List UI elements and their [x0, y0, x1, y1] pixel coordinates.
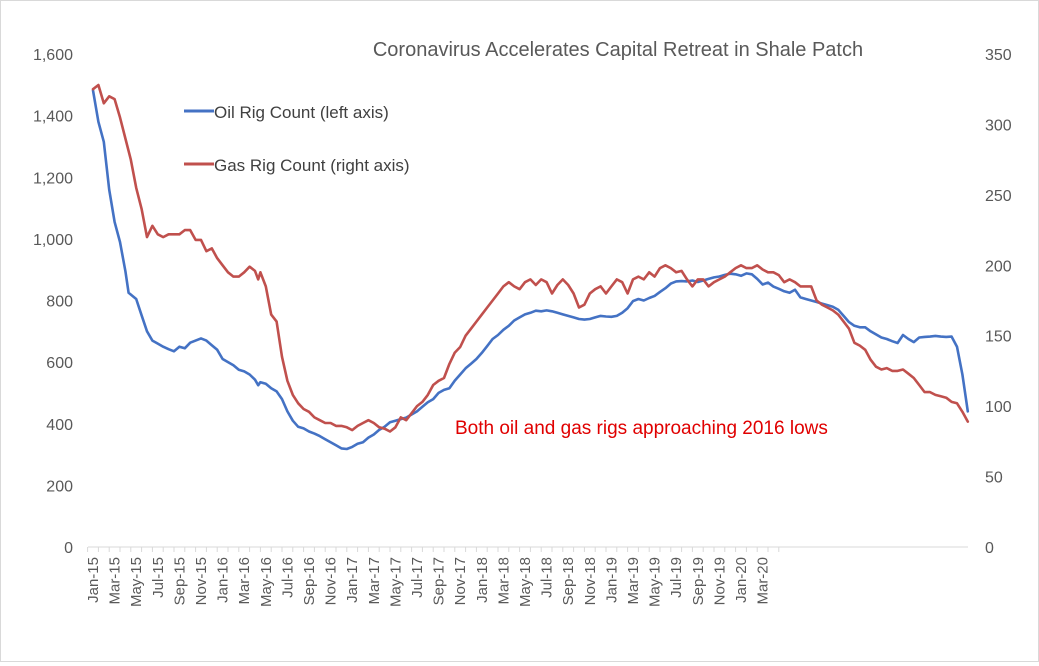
- left-tick-label: 600: [46, 355, 73, 372]
- legend-gas-label: Gas Rig Count (right axis): [214, 156, 410, 175]
- x-tick-label: Sep-19: [690, 557, 707, 605]
- x-tick-label: Mar-18: [495, 557, 512, 605]
- x-tick-label: May-16: [258, 557, 275, 607]
- left-tick-label: 1,000: [33, 232, 73, 249]
- right-tick-label: 0: [985, 540, 994, 557]
- x-tick-label: Jan-18: [474, 557, 491, 603]
- x-tick-label: May-17: [387, 557, 404, 607]
- x-tick-label: Jan-17: [344, 557, 361, 603]
- x-tick-label: Jan-20: [733, 557, 750, 603]
- right-tick-label: 250: [985, 188, 1012, 205]
- x-tick-label: Nov-19: [711, 557, 728, 605]
- x-tick-label: Sep-18: [560, 557, 577, 605]
- x-tick-label: Mar-19: [625, 557, 642, 605]
- x-tick-label: Jan-15: [85, 557, 102, 603]
- left-tick-label: 0: [64, 540, 73, 557]
- legend-oil-label: Oil Rig Count (left axis): [214, 103, 389, 122]
- x-tick-label: Mar-20: [755, 557, 772, 605]
- oil-rig-count-line: [91, 89, 970, 451]
- x-tick-label: Nov-16: [323, 557, 340, 605]
- x-axis: Jan-15 Mar-15 May-15 Jul-15 Sep-15 Nov-15 Jan-…: [85, 546, 968, 607]
- right-tick-label: 100: [985, 399, 1012, 416]
- x-tick-label: Nov-17: [452, 557, 469, 605]
- x-tick-label: Sep-16: [301, 557, 318, 605]
- x-tick-label: Mar-17: [366, 557, 383, 605]
- x-tick-label: Sep-15: [171, 557, 188, 605]
- legend: Oil Rig Count (left axis) Gas Rig Count …: [184, 103, 410, 175]
- left-tick-label: 800: [46, 294, 73, 311]
- left-tick-label: 200: [46, 478, 73, 495]
- x-tick-label: Jul-17: [409, 557, 426, 598]
- right-tick-label: 50: [985, 470, 1003, 487]
- x-tick-label: Sep-17: [431, 557, 448, 605]
- annotation-text: Both oil and gas rigs approaching 2016 l…: [455, 418, 828, 439]
- x-tick-label: Jan-16: [215, 557, 232, 603]
- right-axis-ticks: 0 50 100 150 200 250 300 350: [985, 47, 1012, 557]
- left-tick-label: 1,400: [33, 109, 73, 126]
- left-tick-label: 400: [46, 417, 73, 434]
- gas-rig-count-line: [91, 83, 970, 433]
- right-tick-label: 150: [985, 329, 1012, 346]
- left-tick-label: 1,200: [33, 170, 73, 187]
- right-tick-label: 350: [985, 47, 1012, 64]
- x-tick-label: May-18: [517, 557, 534, 607]
- x-tick-label: Nov-15: [193, 557, 210, 605]
- x-tick-label: Jul-19: [668, 557, 685, 598]
- x-tick-label: May-15: [128, 557, 145, 607]
- x-tick-label: Jul-18: [539, 557, 556, 598]
- x-tick-label: May-19: [647, 557, 664, 607]
- chart-title: Coronavirus Accelerates Capital Retreat …: [373, 39, 863, 61]
- x-tick-label: Mar-16: [236, 557, 253, 605]
- left-axis-ticks: 0 200 400 600 800 1,000 1,200 1,400 1,600: [33, 47, 73, 557]
- x-tick-label: Jan-19: [603, 557, 620, 603]
- x-tick-label: Jul-15: [150, 557, 167, 598]
- series-layer: [91, 83, 970, 451]
- left-tick-label: 1,600: [33, 47, 73, 64]
- right-tick-label: 200: [985, 258, 1012, 275]
- right-tick-label: 300: [985, 117, 1012, 134]
- x-tick-label: Jul-16: [279, 557, 296, 598]
- x-tick-label: Nov-18: [582, 557, 599, 605]
- x-tick-label: Mar-15: [107, 557, 124, 605]
